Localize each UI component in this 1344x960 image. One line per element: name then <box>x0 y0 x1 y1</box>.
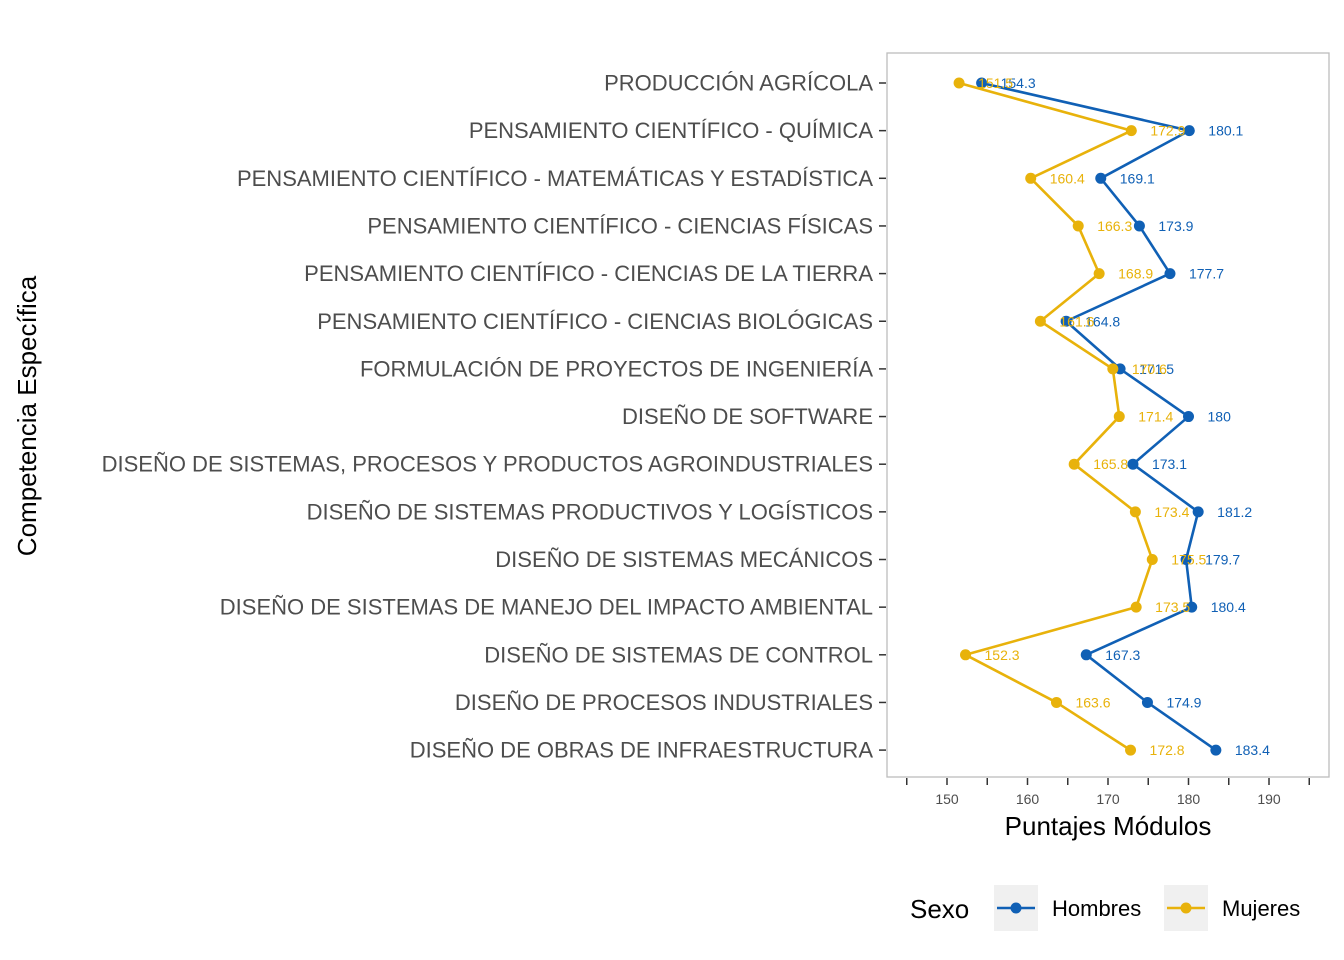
data-label: 154.3 <box>1001 75 1036 91</box>
category-label: PENSAMIENTO CIENTÍFICO - QUÍMICA <box>469 118 874 143</box>
data-point <box>1180 554 1192 565</box>
data-point <box>1125 125 1137 137</box>
category-label: PENSAMIENTO CIENTÍFICO - MATEMÁTICAS Y E… <box>237 166 873 191</box>
category-label: DISEÑO DE SISTEMAS, PROCESOS Y PRODUCTOS… <box>102 452 873 477</box>
data-label: 169.1 <box>1120 170 1155 186</box>
x-tick-label: 150 <box>935 791 959 807</box>
legend-key-point <box>1010 902 1022 914</box>
data-point <box>1164 268 1176 280</box>
x-tick-label: 170 <box>1096 791 1120 807</box>
data-label: 165.8 <box>1093 456 1128 472</box>
data-label: 173.5 <box>1155 599 1190 615</box>
data-label: 177.7 <box>1189 266 1224 282</box>
data-point <box>1183 125 1195 137</box>
data-point <box>1080 649 1092 661</box>
data-label: 152.3 <box>985 647 1020 663</box>
plot-panel <box>886 52 1330 778</box>
data-point <box>1183 411 1194 423</box>
category-label: DISEÑO DE PROCESOS INDUSTRIALES <box>455 690 873 715</box>
series-layer: 154.3 180.1 169.1 173.9 177.7 164.8 171.5 180 17… <box>953 75 1270 758</box>
data-label: 166.3 <box>1097 218 1132 234</box>
category-label: PENSAMIENTO CIENTÍFICO - CIENCIAS BIOLÓG… <box>317 309 873 334</box>
data-label: 151.5 <box>978 75 1013 91</box>
category-axis: PRODUCCIÓN AGRÍCOLA PENSAMIENTO CIENTÍFIC… <box>102 71 886 763</box>
data-label: 160.4 <box>1050 170 1085 186</box>
data-point <box>960 649 972 661</box>
legend-key-point <box>1180 902 1192 914</box>
data-label: 161.6 <box>1059 313 1094 329</box>
data-point <box>1060 315 1072 327</box>
data-point <box>1186 601 1198 613</box>
legend-item-mujeres: Mujeres <box>1164 885 1300 931</box>
series-mujeres: 151.5 172.9 160.4 166.3 168.9 161.6 170.6 171.4… <box>953 75 1207 758</box>
data-point <box>1095 172 1107 184</box>
data-point <box>1127 458 1139 470</box>
data-label: 180 <box>1208 409 1232 425</box>
data-point <box>1072 220 1084 232</box>
y-axis-title: Competencia Específica <box>12 275 42 556</box>
data-point <box>1192 506 1204 518</box>
category-label: DISEÑO DE SISTEMAS PRODUCTIVOS Y LOGÍSTI… <box>307 499 873 524</box>
data-point <box>1050 696 1062 708</box>
legend-label: Hombres <box>1052 896 1141 921</box>
category-label: PENSAMIENTO CIENTÍFICO - CIENCIAS FÍSICA… <box>367 213 873 238</box>
data-point <box>953 77 965 89</box>
data-point <box>1107 363 1119 375</box>
data-point <box>1141 696 1153 708</box>
category-label: PENSAMIENTO CIENTÍFICO - CIENCIAS DE LA … <box>304 261 873 286</box>
data-point <box>1025 172 1037 184</box>
x-axis: 1501601701801902 <box>906 778 1310 807</box>
data-point <box>1129 506 1141 518</box>
x-axis-title: Puntajes Módulos <box>1005 811 1212 841</box>
data-label: 171.5 <box>1139 361 1174 377</box>
plot-panel-border <box>886 52 1330 778</box>
data-label: 173.9 <box>1158 218 1193 234</box>
category-label: DISEÑO DE SOFTWARE <box>622 404 873 429</box>
category-label: DISEÑO DE SISTEMAS MECÁNICOS <box>495 547 873 572</box>
data-label: 180.1 <box>1208 123 1243 139</box>
data-label: 173.1 <box>1152 456 1187 472</box>
legend-title: Sexo <box>910 894 969 924</box>
data-label: 170.6 <box>1132 361 1167 377</box>
data-point <box>1133 220 1145 232</box>
x-tick-label: 180 <box>1177 791 1201 807</box>
data-label: 183.4 <box>1235 742 1270 758</box>
category-label: DISEÑO DE OBRAS DE INFRAESTRUCTURA <box>410 738 874 763</box>
data-label: 164.8 <box>1085 313 1120 329</box>
legend-label: Mujeres <box>1222 896 1300 921</box>
data-label: 167.3 <box>1105 647 1140 663</box>
data-label: 180.4 <box>1211 599 1246 615</box>
data-label: 173.4 <box>1154 504 1189 520</box>
data-label: 175.5 <box>1171 552 1206 568</box>
data-point <box>1210 744 1222 756</box>
legend-item-hombres: Hombres <box>994 885 1141 931</box>
series-hombres: 154.3 180.1 169.1 173.9 177.7 164.8 171.5 180 17… <box>976 75 1270 758</box>
category-label: DISEÑO DE SISTEMAS DE MANEJO DEL IMPACTO… <box>220 595 873 620</box>
data-label: 163.6 <box>1075 694 1110 710</box>
category-label: FORMULACIÓN DE PROYECTOS DE INGENIERÍA <box>360 356 873 381</box>
category-label: PRODUCCIÓN AGRÍCOLA <box>604 71 873 96</box>
data-label: 172.9 <box>1150 123 1185 139</box>
data-label: 168.9 <box>1118 266 1153 282</box>
x-tick-label: 160 <box>1016 791 1040 807</box>
category-label: DISEÑO DE SISTEMAS DE CONTROL <box>484 642 873 667</box>
x-tick-label: 190 <box>1257 791 1281 807</box>
data-point <box>1034 315 1046 327</box>
data-label: 172.8 <box>1150 742 1185 758</box>
data-point <box>1130 601 1142 613</box>
data-point <box>1068 458 1080 470</box>
legend: Sexo Hombres Mujeres <box>910 885 1300 931</box>
data-label: 171.4 <box>1138 409 1173 425</box>
data-point <box>1093 268 1105 280</box>
data-point <box>976 77 988 89</box>
data-label: 179.7 <box>1205 552 1240 568</box>
data-point <box>1125 744 1137 756</box>
data-point <box>1146 554 1158 565</box>
data-label: 174.9 <box>1166 694 1201 710</box>
data-point <box>1113 411 1125 423</box>
data-label: 181.2 <box>1217 504 1252 520</box>
